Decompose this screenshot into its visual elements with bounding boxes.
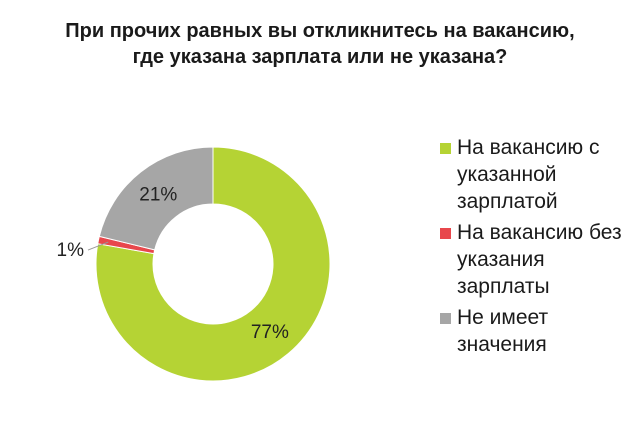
legend-label: Не имеет значения [457,306,549,356]
legend-item-with-salary: На вакансию с указанной зарплатой [440,134,640,215]
legend-item-without-salary: На вакансию без указания зарплаты [440,219,640,300]
chart-title: При прочих равных вы откликнитесь на вак… [65,20,575,68]
data-label-21: 21% [139,184,177,205]
legend-swatch [440,143,451,154]
leader-line-1pct [87,241,109,251]
legend-label: На вакансию без указания зарплаты [457,221,622,298]
legend-swatch [440,313,451,324]
slice-with-salary [95,146,331,382]
data-label-77: 77% [251,322,289,343]
data-label-1: 1% [57,240,85,261]
legend-label: На вакансию с указанной зарплатой [457,136,600,213]
legend-item-no-matter: Не имеет значения [440,304,640,358]
legend-swatch [440,228,451,239]
legend: На вакансию с указанной зарплатой На вак… [440,134,640,362]
slice-no-matter [98,146,214,251]
